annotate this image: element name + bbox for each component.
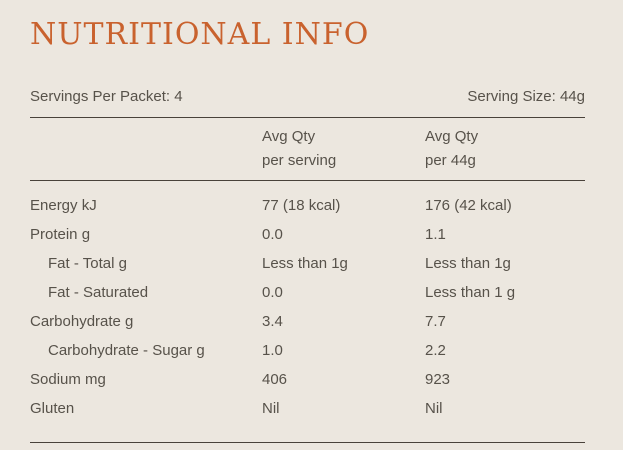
per-serving-value: Nil [262,400,280,417]
servings-per-packet-label: Servings Per Packet: 4 [30,88,183,105]
column-header-per-serving: Avg Qty per serving [262,125,425,173]
per-44g-value: Nil [425,400,443,417]
per-44g-value: 7.7 [425,313,446,330]
table-row: Sodium mg 406 923 [30,365,585,394]
table-row: Fat - Total g Less than 1g Less than 1g [30,249,585,278]
table-body: Energy kJ 77 (18 kcal) 176 (42 kcal) Protei… [30,181,585,443]
nutrient-label: Sodium mg [30,371,106,388]
nutrient-label: Carbohydrate g [30,313,134,330]
nutrient-label: Protein g [30,226,91,243]
per-serving-value: 406 [262,371,288,388]
table-row: Carbohydrate g 3.4 7.7 [30,307,585,336]
per-serving-value: 0.0 [262,226,283,243]
table-row: Energy kJ 77 (18 kcal) 176 (42 kcal) [30,191,585,220]
column-header-line: per serving [262,152,337,169]
per-serving-value: 77 (18 kcal) [262,197,341,214]
table-row: Protein g 0.0 1.1 [30,220,585,249]
column-header-line: Avg Qty [425,128,479,145]
nutrient-label: Fat - Saturated [48,284,149,301]
per-44g-value: 176 (42 kcal) [425,197,512,214]
per-44g-value: 1.1 [425,226,446,243]
nutrient-label: Energy kJ [30,197,97,214]
per-serving-value: 0.0 [262,284,283,301]
nutrient-label: Carbohydrate - Sugar g [48,342,205,359]
column-header-line: per 44g [425,152,476,169]
per-44g-value: 2.2 [425,342,446,359]
serving-size-label: Serving Size: 44g [467,88,585,105]
table-row: Fat - Saturated 0.0 Less than 1 g [30,278,585,307]
table-row: Gluten Nil Nil [30,394,585,423]
per-serving-value: Less than 1g [262,255,348,272]
serving-meta-row: Servings Per Packet: 4 Serving Size: 44g [30,88,585,118]
nutrient-label: Gluten [30,400,75,417]
table-row: Carbohydrate - Sugar g 1.0 2.2 [30,336,585,365]
per-44g-value: 923 [425,371,451,388]
column-header-per-44g: Avg Qty per 44g [425,125,585,173]
page-title: NUTRITIONAL INFO [30,17,370,52]
nutrient-column-header-spacer [30,125,262,173]
per-serving-value: 1.0 [262,342,283,359]
per-serving-value: 3.4 [262,313,283,330]
per-44g-value: Less than 1g [425,255,511,272]
nutrient-label: Fat - Total g [48,255,127,272]
table-header-row: Avg Qty per serving Avg Qty per 44g [30,118,585,181]
column-header-line: Avg Qty [262,128,316,145]
per-44g-value: Less than 1 g [425,284,516,301]
